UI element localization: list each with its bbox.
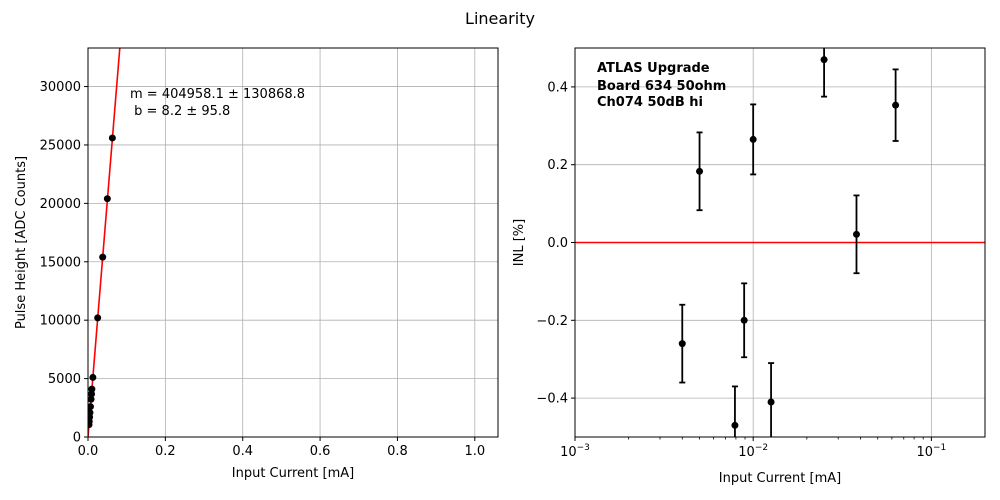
inl-data-point bbox=[749, 103, 757, 176]
y-tick-label: −0.2 bbox=[536, 314, 568, 329]
data-point bbox=[103, 195, 111, 203]
x-tick-label: 0.0 bbox=[78, 444, 99, 459]
inl-panel: 10−3 10−2 10−1 −0.4 −0.2 0.0 0.2 0.4 Input Curr… bbox=[512, 47, 986, 486]
data-point bbox=[767, 398, 775, 406]
data-point bbox=[740, 316, 748, 324]
fit-line bbox=[88, 48, 121, 437]
inl-data-point bbox=[852, 194, 860, 275]
figure-title: Linearity bbox=[465, 9, 535, 28]
inl-xlabel: Input Current [mA] bbox=[719, 471, 841, 486]
y-tick-label: 15000 bbox=[40, 255, 81, 270]
y-tick-label: 5000 bbox=[48, 372, 81, 387]
inl-annotation-line-1: ATLAS Upgrade bbox=[597, 61, 710, 76]
y-tick-label: 0.0 bbox=[547, 236, 568, 251]
y-tick-label: 0.2 bbox=[547, 158, 568, 173]
data-point bbox=[88, 403, 94, 411]
data-point bbox=[88, 409, 94, 417]
inl-ticks: 10−3 10−2 10−1 −0.4 −0.2 0.0 0.2 0.4 bbox=[536, 80, 946, 460]
data-point bbox=[108, 134, 116, 142]
y-tick-label: −0.4 bbox=[536, 392, 568, 407]
data-point bbox=[749, 135, 757, 143]
data-point bbox=[696, 167, 704, 175]
x-tick-label: 0.8 bbox=[387, 444, 408, 459]
data-point bbox=[678, 340, 686, 348]
inl-data-point bbox=[731, 385, 739, 437]
y-tick-label: 10000 bbox=[40, 314, 81, 329]
fit-intercept-annotation: b = 8.2 ± 95.8 bbox=[130, 104, 230, 119]
pulse-height-points bbox=[88, 134, 116, 429]
x-tick-label: 10−1 bbox=[916, 443, 946, 460]
pulse-height-ylabel: Pulse Height [ADC Counts] bbox=[14, 156, 29, 329]
inl-data-point bbox=[740, 282, 748, 359]
inl-data-point bbox=[696, 131, 704, 212]
inl-annotation-line-3: Ch074 50dB hi bbox=[597, 95, 703, 110]
y-tick-label: 0 bbox=[73, 431, 81, 446]
x-tick-label: 10−2 bbox=[738, 443, 768, 460]
inl-ylabel: INL [%] bbox=[512, 219, 527, 266]
data-point bbox=[99, 253, 107, 261]
y-tick-label: 25000 bbox=[40, 138, 81, 153]
data-point bbox=[731, 421, 739, 429]
data-point bbox=[892, 101, 900, 109]
pulse-height-xlabel: Input Current [mA] bbox=[232, 466, 354, 481]
data-point bbox=[89, 373, 97, 381]
y-tick-label: 30000 bbox=[40, 80, 81, 95]
x-tick-label: 0.4 bbox=[232, 444, 253, 459]
pulse-height-ticks: 0.0 0.2 0.4 0.6 0.8 1.0 0 5000 10000 15000 20000 25… bbox=[40, 80, 485, 459]
inl-data-point bbox=[892, 68, 900, 142]
x-tick-label: 10−3 bbox=[560, 443, 590, 460]
inl-annotation-line-2: Board 634 50ohm bbox=[597, 79, 726, 94]
data-point bbox=[820, 56, 828, 64]
fit-slope-annotation: m = 404958.1 ± 130868.8 bbox=[130, 87, 305, 102]
inl-data-point bbox=[767, 362, 775, 437]
x-tick-label: 0.6 bbox=[310, 444, 331, 459]
x-tick-label: 0.2 bbox=[155, 444, 176, 459]
inl-points bbox=[678, 48, 900, 437]
data-point bbox=[852, 230, 860, 238]
fit-line-group bbox=[88, 48, 121, 437]
data-point bbox=[94, 314, 102, 322]
pulse-height-panel: 0.0 0.2 0.4 0.6 0.8 1.0 0 5000 10000 15000 20000 25… bbox=[14, 47, 499, 481]
pulse-height-axes-frame bbox=[87, 47, 499, 438]
x-tick-label: 1.0 bbox=[464, 444, 485, 459]
data-point bbox=[88, 395, 95, 403]
inl-data-point bbox=[820, 48, 828, 98]
pulse-height-grid bbox=[87, 48, 498, 438]
data-point bbox=[88, 385, 96, 393]
inl-data-point bbox=[678, 303, 686, 384]
y-tick-label: 20000 bbox=[40, 197, 81, 212]
y-tick-label: 0.4 bbox=[547, 80, 568, 95]
